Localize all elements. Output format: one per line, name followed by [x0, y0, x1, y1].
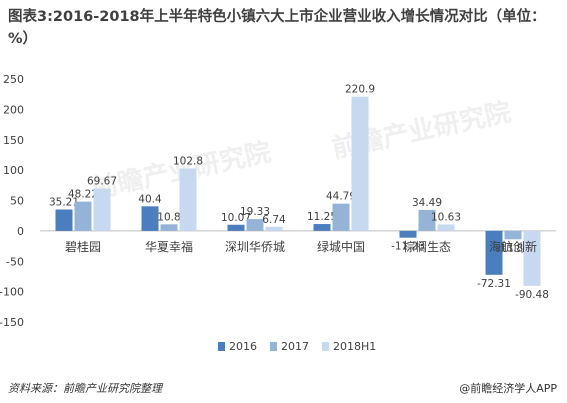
bar: [227, 224, 245, 231]
data-label: 35.21: [49, 196, 79, 208]
bar: [437, 224, 455, 231]
category-label: 华夏幸福: [145, 239, 193, 254]
data-label: 48.22: [68, 189, 98, 201]
y-tick-label: -150: [0, 316, 24, 329]
bar: [332, 203, 350, 231]
data-label: -11.23: [391, 241, 425, 253]
source-note: 资料来源：前瞻产业研究院整理: [8, 382, 162, 395]
data-label: 10.8: [157, 211, 180, 223]
data-label: 11.25: [307, 211, 337, 223]
y-tick-label: 200: [3, 103, 24, 116]
brand-credit: @前瞻经济学人APP: [459, 382, 557, 395]
bar: [504, 230, 522, 240]
data-label: 19.33: [240, 206, 270, 218]
bar: [265, 226, 283, 231]
y-tick-label: -100: [0, 286, 24, 299]
data-label: -72.31: [477, 278, 511, 290]
chart-title: 图表3:2016-2018年上半年特色小镇六大上市企业营业收入增长情况对比（单位…: [8, 9, 546, 47]
data-label: 40.4: [138, 193, 162, 205]
data-label: 69.67: [87, 176, 117, 188]
y-tick-label: 150: [3, 134, 24, 147]
legend-swatch: [322, 342, 329, 351]
data-label: 10.63: [431, 211, 461, 223]
bar: [93, 188, 111, 231]
data-label: 6.74: [262, 214, 286, 226]
bar: [313, 224, 331, 231]
bar: [179, 168, 197, 231]
bar: [418, 209, 436, 231]
y-tick-label: 250: [3, 73, 24, 86]
data-label: 10.07: [221, 212, 251, 224]
data-label: 44.79: [326, 191, 356, 203]
category-label: 棕榈生态: [403, 239, 451, 254]
bar: [74, 201, 92, 231]
bar: [55, 209, 73, 231]
bar: [141, 206, 159, 231]
data-label: -13.89: [496, 242, 530, 254]
bar: [399, 230, 417, 238]
bar: [485, 230, 503, 275]
y-tick-label: 50: [10, 195, 24, 208]
bar: [523, 230, 541, 286]
y-tick-label: 100: [3, 164, 24, 177]
legend-swatch: [270, 342, 277, 351]
category-label: 绿城中国: [317, 239, 365, 254]
legend-label: 2016: [229, 340, 257, 353]
category-label: 碧桂园: [65, 239, 101, 254]
y-tick-label: -50: [6, 255, 24, 268]
data-label: 34.49: [412, 197, 442, 209]
bar: [160, 224, 178, 231]
bar: [246, 219, 264, 231]
legend-label: 2018H1: [333, 340, 376, 353]
category-label: 海航创新: [489, 239, 537, 254]
data-label: -90.48: [515, 289, 549, 301]
y-tick-label: 0: [17, 225, 24, 238]
bar: [351, 96, 369, 231]
legend-swatch: [218, 342, 225, 351]
category-label: 深圳华侨城: [225, 240, 285, 254]
data-label: 220.9: [345, 84, 375, 96]
data-label: 102.8: [173, 155, 203, 167]
legend-label: 2017: [281, 340, 309, 353]
